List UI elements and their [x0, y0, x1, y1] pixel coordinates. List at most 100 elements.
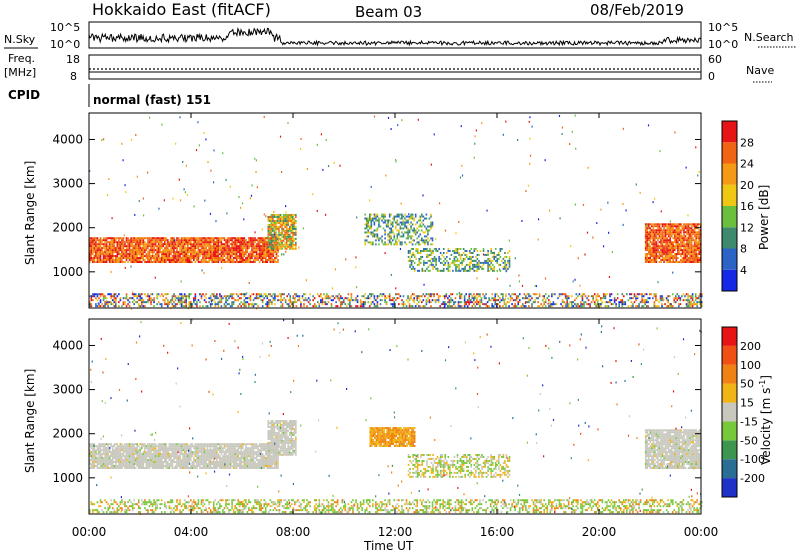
- range-gate-cell: [683, 239, 685, 242]
- range-gate-cell: [290, 229, 293, 232]
- range-gate-cell: [232, 297, 235, 300]
- range-gate-cell: [113, 255, 116, 258]
- range-gate-cell: [493, 255, 496, 258]
- range-gate-cell: [563, 301, 565, 304]
- range-gate-cell: [111, 303, 114, 306]
- range-gate-cell: [136, 301, 139, 304]
- range-gate-cell: [292, 295, 295, 298]
- range-gate-cell: [228, 303, 230, 306]
- range-gate-cell: [130, 239, 132, 242]
- range-gate-cell: [251, 261, 253, 263]
- range-gate-cell: [696, 301, 699, 304]
- range-gate-cell: [284, 233, 286, 236]
- range-gate-cell: [690, 231, 693, 234]
- range-gate-cell: [696, 243, 699, 246]
- range-gate-cell: [478, 259, 480, 262]
- range-gate-cell: [215, 259, 218, 262]
- range-gate-cell: [695, 253, 697, 256]
- range-gate-cell: [647, 225, 650, 228]
- range-gate-cell: [320, 301, 322, 304]
- range-gate-cell: [544, 305, 547, 308]
- range-gate-cell: [174, 297, 177, 300]
- range-gate-cell: [678, 297, 680, 300]
- range-gate-cell: [295, 293, 298, 296]
- range-gate-cell: [96, 453, 99, 456]
- range-gate-cell: [390, 223, 393, 226]
- scatter-cell: [233, 240, 235, 243]
- range-gate-cell: [127, 249, 129, 252]
- range-gate-cell: [675, 223, 678, 226]
- range-gate-cell: [365, 227, 368, 230]
- range-gate-cell: [498, 251, 500, 254]
- range-gate-cell: [119, 453, 122, 456]
- range-gate-cell: [693, 301, 695, 304]
- range-gate-cell: [270, 214, 273, 217]
- range-gate-cell: [279, 231, 282, 234]
- range-gate-cell: [531, 297, 533, 300]
- range-gate-cell: [96, 261, 99, 263]
- range-gate-cell: [197, 239, 200, 242]
- range-gate-cell: [485, 305, 487, 308]
- range-gate-cell: [581, 295, 584, 298]
- range-gate-cell: [220, 251, 223, 254]
- range-gate-cell: [471, 301, 474, 304]
- range-gate-cell: [468, 297, 471, 300]
- range-gate-cell: [298, 297, 301, 300]
- range-gate-cell: [113, 301, 116, 304]
- range-gate-cell: [629, 293, 631, 296]
- range-gate-cell: [104, 303, 106, 306]
- range-gate-cell: [211, 237, 213, 240]
- range-gate-cell: [385, 243, 388, 246]
- range-gate-cell: [269, 237, 271, 240]
- range-gate-cell: [685, 293, 688, 296]
- range-gate-cell: [225, 249, 227, 252]
- range-gate-cell: [98, 257, 100, 260]
- range-gate-cell: [137, 247, 140, 250]
- range-gate-cell: [243, 299, 246, 302]
- range-gate-cell: [644, 241, 647, 244]
- range-gate-cell: [364, 239, 366, 242]
- range-gate-cell: [387, 239, 389, 242]
- scatter-cell: [213, 149, 215, 152]
- range-gate-cell: [384, 301, 386, 304]
- range-gate-cell: [105, 241, 108, 244]
- range-gate-cell: [465, 301, 467, 304]
- range-gate-cell: [245, 303, 247, 306]
- range-gate-cell: [295, 295, 298, 298]
- range-gate-cell: [266, 253, 269, 256]
- range-gate-cell: [409, 257, 411, 260]
- range-gate-cell: [489, 299, 492, 302]
- range-gate-cell: [686, 233, 688, 236]
- range-gate-cell: [105, 249, 108, 252]
- range-gate-cell: [235, 247, 238, 250]
- range-gate-cell: [243, 253, 246, 256]
- range-gate-cell: [208, 259, 210, 262]
- range-gate-cell: [417, 295, 420, 298]
- range-gate-cell: [238, 237, 241, 240]
- range-gate-cell: [176, 257, 178, 260]
- range-gate-cell: [99, 247, 102, 250]
- range-gate-cell: [405, 231, 408, 234]
- range-gate-cell: [226, 295, 229, 298]
- scatter-cell: [179, 116, 181, 119]
- range-gate-cell: [362, 303, 365, 306]
- range-gate-cell: [431, 293, 434, 296]
- scatter-cell: [577, 257, 579, 260]
- range-gate-cell: [483, 297, 486, 300]
- range-gate-cell: [254, 251, 256, 254]
- range-gate-cell: [665, 299, 668, 302]
- range-gate-cell: [690, 301, 692, 304]
- range-gate-cell: [422, 223, 425, 226]
- range-gate-cell: [147, 259, 149, 262]
- range-gate-cell: [532, 301, 535, 304]
- range-gate-cell: [107, 443, 109, 446]
- range-gate-cell: [526, 297, 529, 300]
- range-gate-cell: [279, 219, 282, 222]
- range-gate-cell: [433, 255, 436, 258]
- range-gate-cell: [160, 237, 163, 240]
- range-gate-cell: [290, 239, 293, 242]
- range-gate-cell: [534, 299, 536, 302]
- range-gate-cell: [108, 257, 111, 260]
- range-gate-cell: [410, 217, 412, 220]
